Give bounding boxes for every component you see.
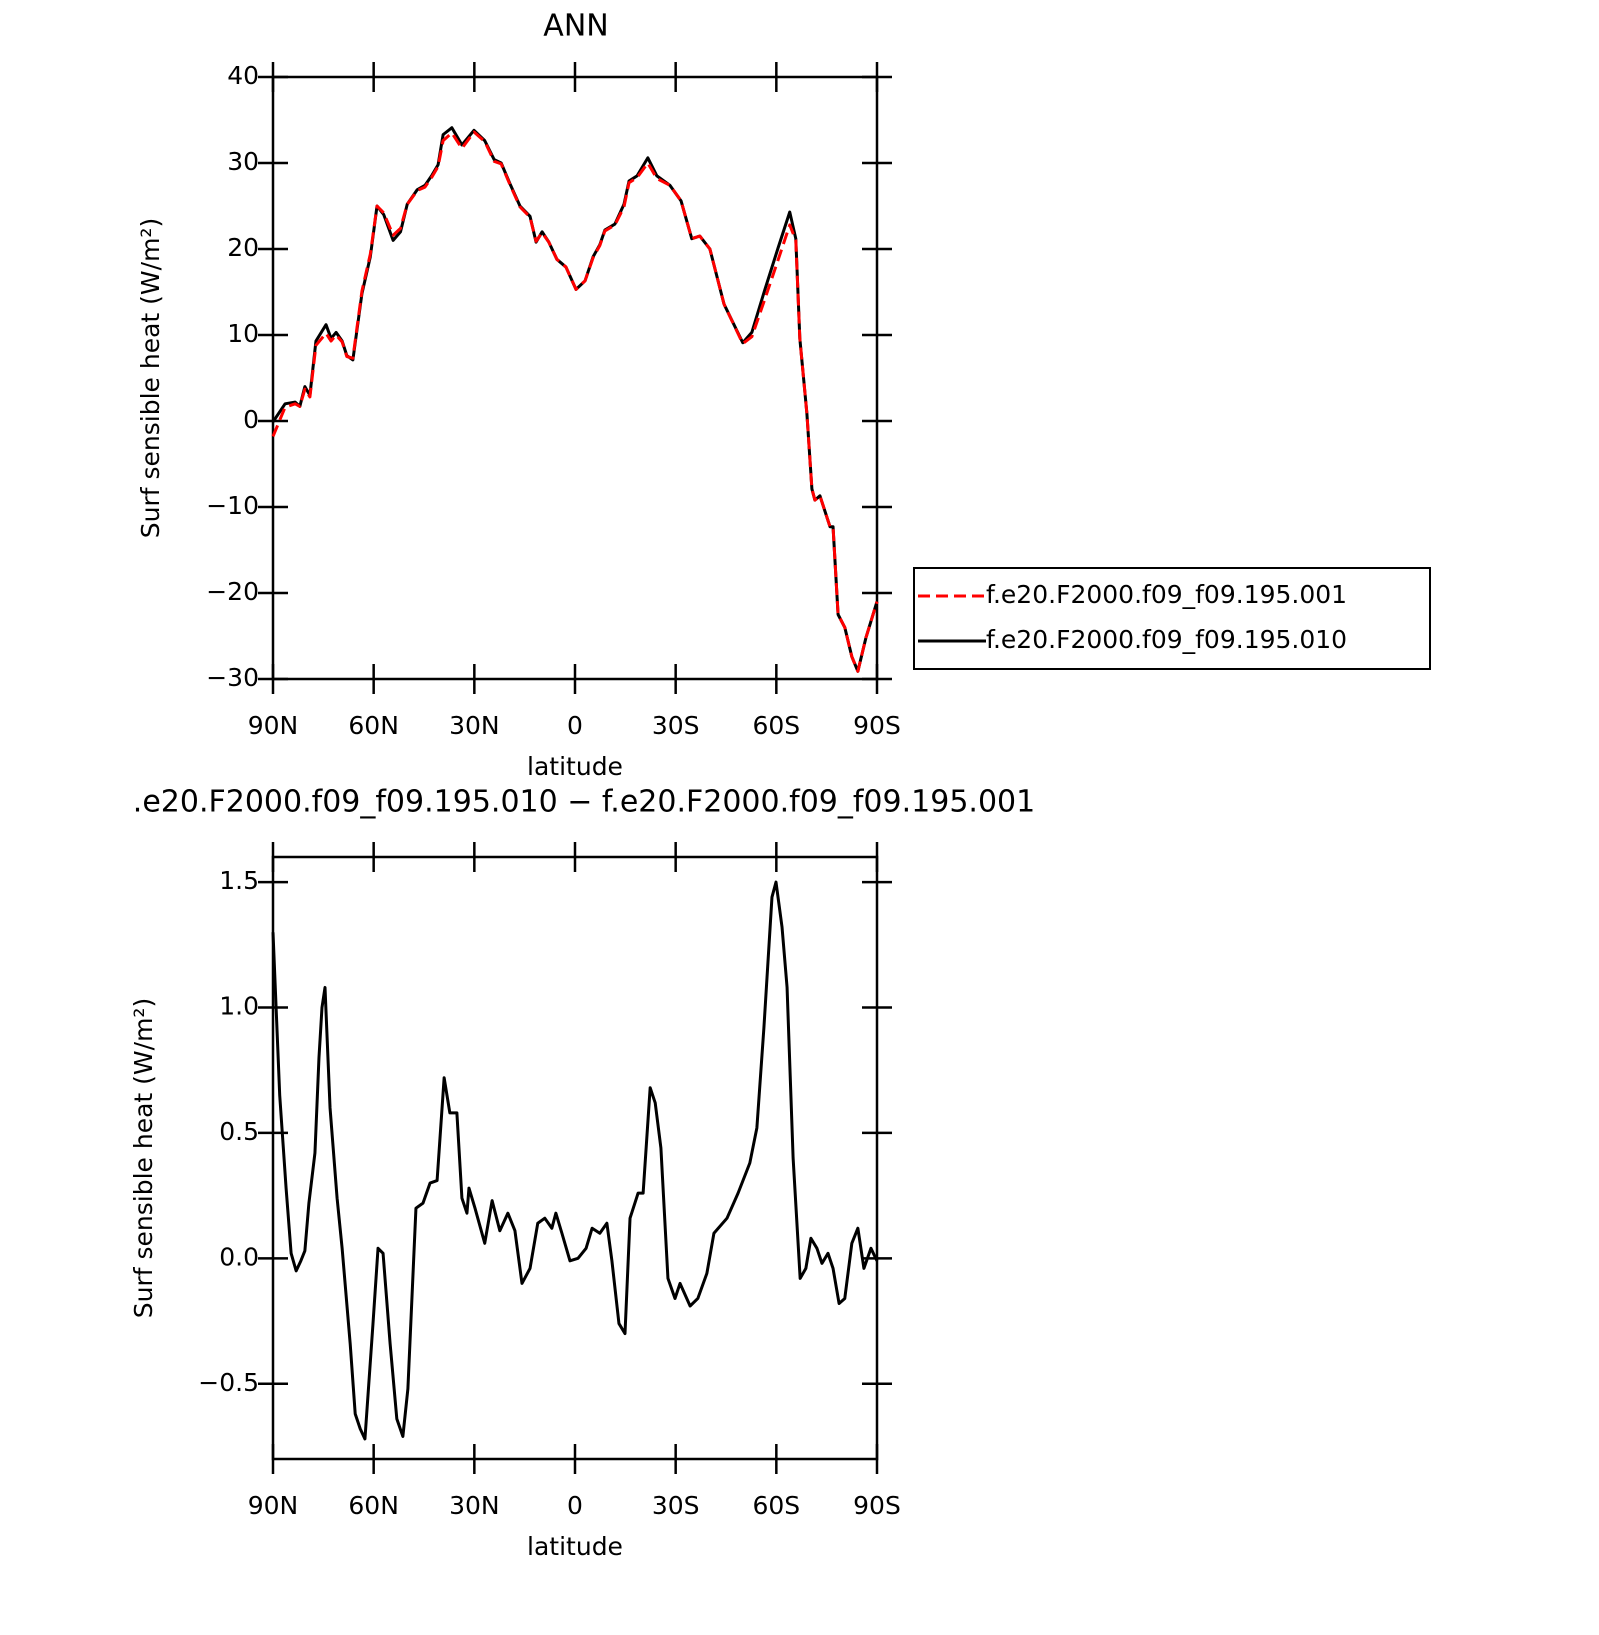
x-tick-label: 90N	[248, 711, 299, 740]
y-tick-label: 30	[227, 147, 259, 176]
legend-box	[913, 567, 1431, 670]
x-axis-label: latitude	[527, 752, 623, 781]
x-tick-label: 90S	[853, 1491, 901, 1520]
x-axis-label: latitude	[527, 1532, 623, 1561]
y-tick-label: 10	[227, 319, 259, 348]
x-tick-label: 60N	[348, 711, 399, 740]
x-tick-label: 30S	[652, 1491, 700, 1520]
legend-label: f.e20.F2000.f09_f09.195.001	[986, 580, 1347, 609]
chart-title: ANN	[543, 9, 608, 44]
x-tick-label: 60S	[752, 711, 800, 740]
y-tick-label: 40	[227, 61, 259, 90]
y-tick-label: 20	[227, 233, 259, 262]
y-tick-label: 1.0	[219, 992, 259, 1021]
y-tick-label: −30	[206, 663, 259, 692]
y-tick-label: 0	[243, 405, 259, 434]
y-tick-label: 0.0	[219, 1242, 259, 1271]
data-line	[271, 130, 879, 673]
plot-frame	[271, 855, 879, 1461]
x-tick-label: 60N	[348, 1491, 399, 1520]
x-tick-label: 30S	[652, 711, 700, 740]
x-tick-label: 60S	[752, 1491, 800, 1520]
x-tick-label: 30N	[449, 711, 500, 740]
plot-frame	[271, 75, 879, 681]
y-axis-label: Surf sensible heat (W/m²)	[136, 218, 165, 538]
x-tick-label: 0	[567, 711, 583, 740]
x-tick-label: 90S	[853, 711, 901, 740]
y-axis-label: Surf sensible heat (W/m²)	[129, 998, 158, 1318]
x-tick-label: 90N	[248, 1491, 299, 1520]
data-line	[271, 880, 879, 1441]
y-tick-label: −0.5	[198, 1368, 259, 1397]
y-tick-label: 1.5	[219, 866, 259, 895]
data-line	[271, 126, 879, 673]
y-tick-label: 0.5	[219, 1117, 259, 1146]
y-tick-label: −10	[206, 491, 259, 520]
chart-title: .e20.F2000.f09_f09.195.010 − f.e20.F2000…	[133, 785, 1035, 820]
x-tick-label: 30N	[449, 1491, 500, 1520]
legend-label: f.e20.F2000.f09_f09.195.010	[986, 625, 1347, 654]
y-tick-label: −20	[206, 577, 259, 606]
x-tick-label: 0	[567, 1491, 583, 1520]
